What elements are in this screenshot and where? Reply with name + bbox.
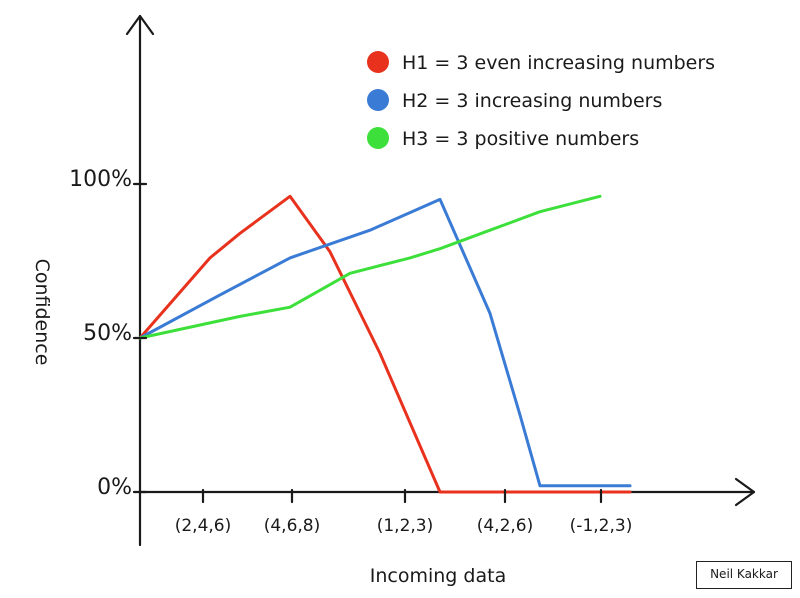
- legend: H1 = 3 even increasing numbers H2 = 3 inc…: [367, 51, 715, 150]
- x-tick-label: (-1,2,3): [570, 516, 633, 536]
- x-tick-label: (1,2,3): [377, 516, 434, 536]
- x-axis-title: Incoming data: [370, 565, 506, 587]
- legend-label-2: H2 = 3 increasing numbers: [402, 90, 662, 112]
- ticks: 0% 50% 100% (2,4,6) (4,6,8) (1,2,3) (4,2,6) (-1…: [69, 167, 632, 536]
- y-tick-label: 50%: [83, 321, 132, 346]
- x-tick-label: (2,4,6): [175, 516, 232, 536]
- series-layer: [138, 194, 632, 494]
- credit-box: Neil Kakkar: [696, 561, 792, 589]
- x-axis-arrow: [734, 477, 756, 507]
- legend-label-3: H3 = 3 positive numbers: [402, 128, 639, 150]
- legend-marker-3: [367, 127, 389, 149]
- y-tick-label: 0%: [97, 475, 132, 500]
- y-tick-label: 100%: [69, 167, 132, 192]
- y-axis-arrow: [125, 14, 155, 36]
- x-tick-label: (4,2,6): [477, 516, 534, 536]
- series-line-1: [138, 194, 632, 494]
- series-line-2: [138, 197, 632, 488]
- x-tick-label: (4,6,8): [264, 516, 321, 536]
- y-axis-title: Confidence: [31, 259, 53, 366]
- legend-label-1: H1 = 3 even increasing numbers: [402, 52, 715, 74]
- series-line-3: [138, 194, 602, 340]
- legend-marker-1: [367, 51, 389, 73]
- legend-marker-2: [367, 89, 389, 111]
